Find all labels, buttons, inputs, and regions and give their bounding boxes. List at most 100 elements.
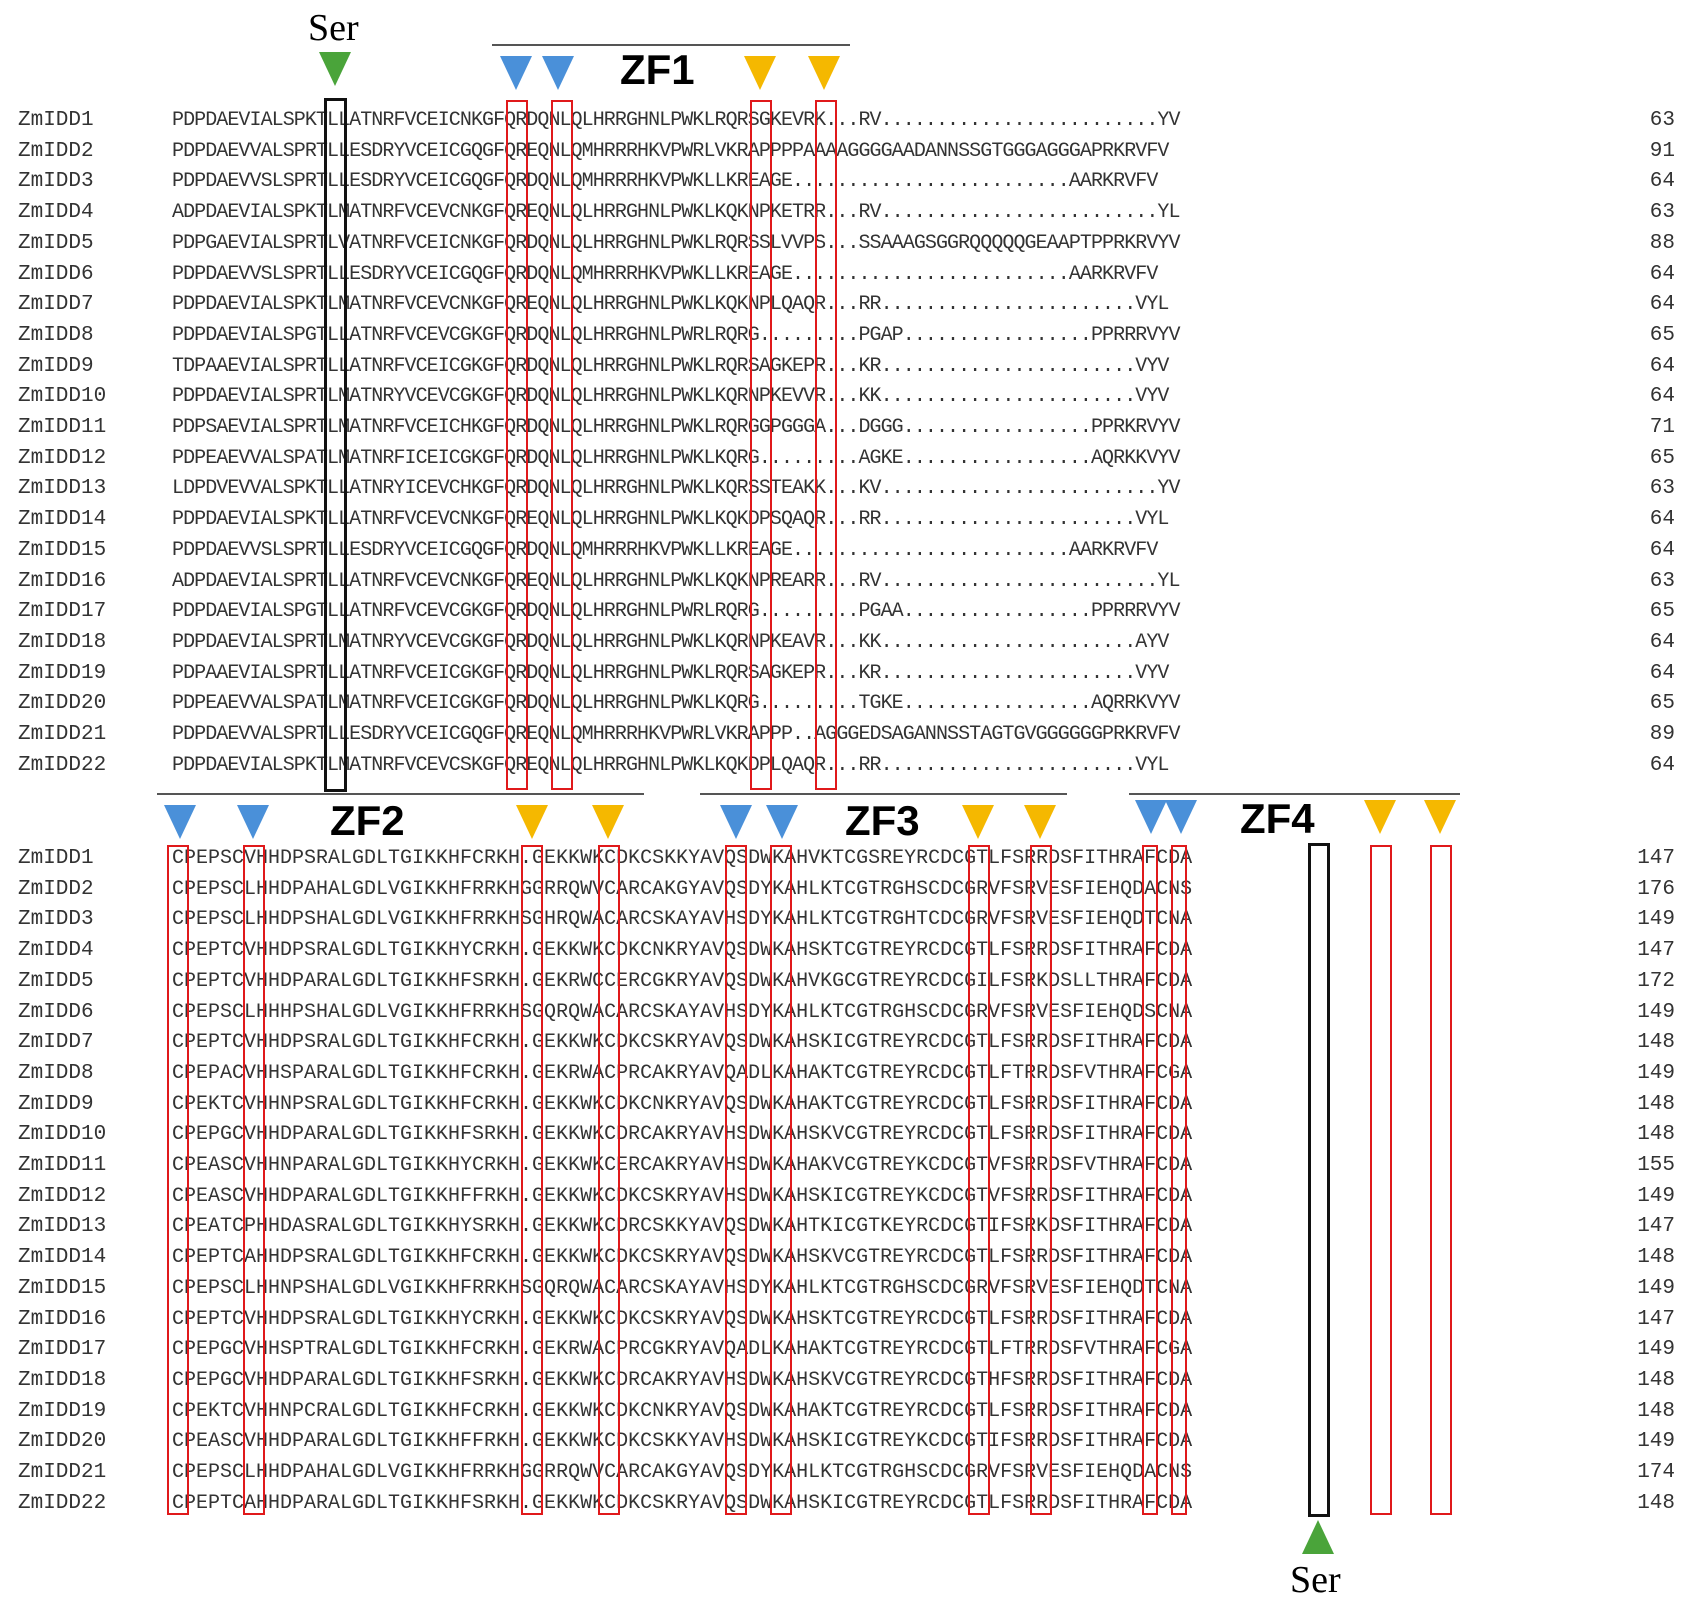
alignment-row: ZmIDD19 CPEKTCVHHNPCRALGDLTGIKKHFCRKH.GEK… [0,1397,1683,1427]
his-marker-icon [1424,800,1456,834]
his-box [1370,845,1392,1515]
sequence-residues: PDPEAEVVALSPATLMATNRFVCEICGKGFQRDQNLQLHR… [172,692,1180,716]
alignment-row: ZmIDD15 PDPDAEVVSLSPRTLLESDRYVCEICGQGFQRD… [0,536,1683,566]
alignment-row: ZmIDD22 CPEPTCAHHDPARALGDLTGIKKHFSRKH.GEK… [0,1489,1683,1519]
cys-marker-icon [164,805,196,839]
sequence-end-position: 149 [1637,1184,1675,1208]
sequence-name: ZmIDD7 [18,1031,94,1055]
sequence-name: ZmIDD16 [18,1307,107,1331]
sequence-residues: CPEPTCVHHDPSRALGDLTGIKKHFCRKH.GEKKWKCDKC… [172,1031,1193,1055]
sequence-name: ZmIDD22 [18,753,107,777]
sequence-end-position: 64 [1649,262,1675,286]
sequence-name: ZmIDD21 [18,1461,107,1484]
sequence-residues: CPEPTCAHHDPSRALGDLTGIKKHFCRKH.GEKKWKCDKC… [172,1246,1193,1270]
sequence-name: ZmIDD1 [18,847,94,870]
sequence-end-position: 64 [1649,170,1675,194]
sequence-name: ZmIDD5 [18,231,94,255]
alignment-row: ZmIDD7 PDPDAEVIALSPKTLMATNRFVCEVCNKGFQREQ… [0,290,1683,320]
alignment-row: ZmIDD13 LDPDVEVVALSPKTLLATNRYICEVCHKGFQRD… [0,474,1683,504]
sequence-residues: PDPDAEVVSLSPRTLLESDRYVCEICGQGFQRDQNLQMHR… [172,170,1158,194]
alignment-row: ZmIDD4 CPEPTCVHHDPSRALGDLTGIKKHYCRKH.GEKK… [0,936,1683,966]
alignment-row: ZmIDD6 PDPDAEVVSLSPRTLLESDRYVCEICGQGFQRDQ… [0,260,1683,290]
cys-marker-icon [720,805,752,839]
zf3-label: ZF3 [845,797,920,844]
alignment-row: ZmIDD4 ADPDAEVIALSPKTLMATNRFVCEVCNKGFQREQ… [0,198,1683,228]
sequence-end-position: 147 [1637,847,1675,870]
sequence-end-position: 64 [1649,661,1675,685]
sequence-residues: CPEPTCVHHDPARALGDLTGIKKHFSRKH.GEKRWCCERC… [172,969,1193,993]
sequence-end-position: 71 [1649,416,1675,439]
his-box [750,100,772,790]
zf1-line [492,44,850,46]
sequence-name: ZmIDD7 [18,293,94,317]
sequence-end-position: 63 [1649,109,1675,132]
sequence-end-position: 155 [1637,1154,1675,1177]
sequence-residues: TDPAAEVIALSPRTLLATNRFVCEICGKGFQRDQNLQLHR… [172,354,1169,378]
sequence-name: ZmIDD6 [18,262,94,286]
alignment-row: ZmIDD14 CPEPTCAHHDPSRALGDLTGIKKHFCRKH.GEK… [0,1243,1683,1273]
sequence-end-position: 64 [1649,385,1675,409]
cys-box [551,100,573,790]
sequence-residues: ADPDAEVIALSPRTLLATNRFVCEVCNKGFQREQNLQLHR… [172,569,1180,593]
alignment-row: ZmIDD16 CPEPTCVHHDPSRALGDLTGIKKHYCRKH.GEK… [0,1305,1683,1335]
sequence-name: ZmIDD19 [18,1399,107,1423]
alignment-row: ZmIDD18 CPEPGCVHHDPARALGDLTGIKKHFSRKH.GEK… [0,1366,1683,1396]
his-marker-icon [744,56,776,90]
sequence-name: ZmIDD1 [18,109,94,132]
sequence-name: ZmIDD3 [18,170,94,194]
sequence-residues: CPEPGCVHHSPTRALGDLTGIKKHFCRKH.GEKRWACPRC… [172,1338,1193,1362]
cys-box [1430,845,1452,1515]
zf2-label: ZF2 [330,797,405,844]
sequence-end-position: 88 [1649,231,1675,255]
sequence-residues: CPEKTCVHHNPSRALGDLTGIKKHFCRKH.GEKKWKCDKC… [172,1092,1193,1116]
alignment-row: ZmIDD2 CPEPSCLHHDPAHALGDLVGIKKHFRRKHGGRRQ… [0,875,1683,905]
alignment-row: ZmIDD17 PDPDAEVIALSPGTLLATNRFVCEVCGKGFQRD… [0,597,1683,627]
alignment-row: ZmIDD20 PDPEAEVVALSPATLMATNRFVCEICGKGFQRD… [0,689,1683,719]
zf1-label: ZF1 [620,46,695,93]
ser-box-block1 [324,98,347,792]
zf2-line [157,793,644,795]
cys-box [243,845,265,1515]
sequence-end-position: 148 [1637,1246,1675,1270]
sequence-end-position: 149 [1637,1000,1675,1024]
sequence-residues: CPEPTCVHHDPSRALGDLTGIKKHYCRKH.GEKKWKCDKC… [172,1307,1193,1331]
sequence-end-position: 65 [1649,692,1675,716]
sequence-residues: PDPDAEVVALSPRTLLESDRYVCEICGQGFQREQNLQMHR… [172,139,1169,163]
alignment-row: ZmIDD19 PDPAAEVIALSPRTLLATNRFVCEICGKGFQRD… [0,659,1683,689]
sequence-name: ZmIDD16 [18,569,107,593]
sequence-name: ZmIDD5 [18,969,94,993]
sequence-name: ZmIDD13 [18,477,107,501]
sequence-end-position: 89 [1649,723,1675,746]
sequence-residues: PDPDAEVIALSPRTLMATNRYVCEVCGKGFQRDQNLQLHR… [172,385,1169,409]
sequence-residues: PDPDAEVIALSPKTLMATNRFVCEVCSKGFQREQNLQLHR… [172,753,1169,777]
sequence-residues: CPEKTCVHHNPCRALGDLTGIKKHFCRKH.GEKKWKCDKC… [172,1399,1193,1423]
alignment-row: ZmIDD21 PDPDAEVVALSPRTLLESDRYVCEICGQGFQRE… [0,720,1683,750]
sequence-end-position: 147 [1637,939,1675,963]
alignment-row: ZmIDD13 CPEATCPHHDASRALGDLTGIKKHYSRKH.GEK… [0,1212,1683,1242]
sequence-end-position: 149 [1637,1061,1675,1085]
alignment-row: ZmIDD20 CPEASCVHHDPARALGDLTGIKKHFFRKH.GEK… [0,1427,1683,1457]
cys-marker-icon [542,56,574,90]
alignment-row: ZmIDD9 CPEKTCVHHNPSRALGDLTGIKKHFCRKH.GEKK… [0,1090,1683,1120]
sequence-name: ZmIDD2 [18,877,94,901]
sequence-residues: PDPGAEVIALSPRTLVATNRFVCEICNKGFQRDQNLQLHR… [172,231,1180,255]
alignment-row: ZmIDD10 CPEPGCVHHDPARALGDLTGIKKHFSRKH.GEK… [0,1120,1683,1150]
sequence-residues: PDPDAEVVSLSPRTLLESDRYVCEICGQGFQRDQNLQMHR… [172,262,1158,286]
sequence-end-position: 147 [1637,1307,1675,1331]
alignment-row: ZmIDD12 PDPEAEVVALSPATLMATNRFICEICGKGFQRD… [0,444,1683,474]
sequence-residues: CPEATCPHHDASRALGDLTGIKKHYSRKH.GEKKWKCDRC… [172,1215,1193,1239]
sequence-residues: CPEPSCLHHNPSHALGDLVGIKKHFRRKHSGQRQWACARC… [172,1276,1193,1300]
sequence-residues: CPEPGCVHHDPARALGDLTGIKKHFSRKH.GEKKWKCDRC… [172,1123,1193,1147]
sequence-residues: CPEPTCVHHDPSRALGDLTGIKKHYCRKH.GEKKWKCDKC… [172,939,1193,963]
sequence-name: ZmIDD18 [18,1368,107,1392]
sequence-end-position: 148 [1637,1491,1675,1515]
sequence-end-position: 148 [1637,1092,1675,1116]
sequence-residues: PDPDAEVIALSPGTLLATNRFVCEVCGKGFQRDQNLQLHR… [172,600,1180,624]
sequence-end-position: 174 [1637,1461,1675,1484]
sequence-residues: LDPDVEVVALSPKTLLATNRYICEVCHKGFQRDQNLQLHR… [172,477,1180,501]
alignment-row: ZmIDD5 PDPGAEVIALSPRTLVATNRFVCEICNKGFQRDQ… [0,229,1683,259]
ser-box-block2 [1308,843,1330,1517]
sequence-name: ZmIDD4 [18,939,94,963]
sequence-name: ZmIDD9 [18,354,94,378]
sequence-residues: PDPEAEVVALSPATLMATNRFICEICGKGFQRDQNLQLHR… [172,446,1180,470]
